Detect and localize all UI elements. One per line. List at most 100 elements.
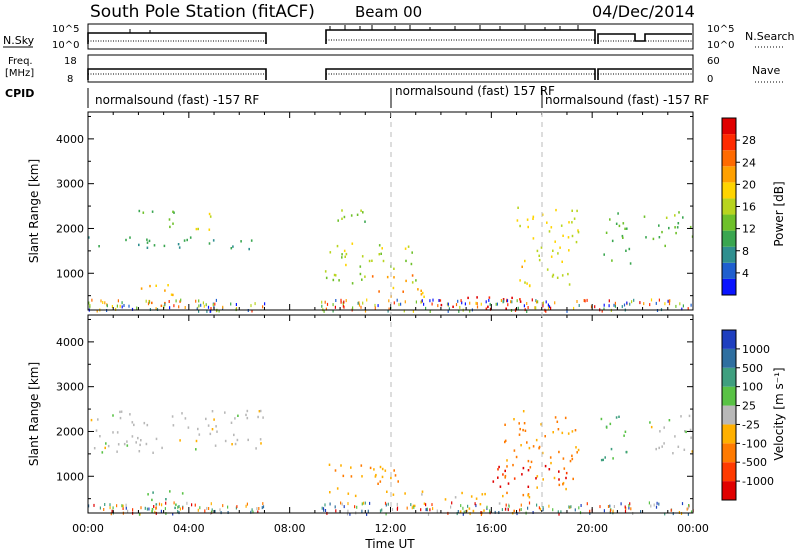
heatmap-cell [476,305,479,309]
heatmap-cell [234,442,237,446]
heatmap-cell [341,502,343,506]
heatmap-cell [583,299,585,302]
heatmap-cell [447,302,449,306]
heatmap-cell [573,217,576,220]
heatmap-cell [153,244,156,247]
heatmap-cell [689,225,692,229]
heatmap-cell [536,300,538,304]
colorbar-frame [721,329,737,501]
heatmap-cell [129,413,131,416]
y-tick-label: 1000 [56,470,84,483]
nave-bottom-tick: 0 [707,74,713,85]
heatmap-cell [573,306,575,310]
heatmap-cell [388,307,390,311]
heatmap-cell [251,309,253,313]
heatmap-cell [576,300,578,303]
heatmap-cell [224,411,226,414]
heatmap-cell [542,301,544,305]
heatmap-cell [542,304,544,308]
heatmap-cell [522,493,525,497]
heatmap-cell [341,253,343,256]
heatmap-cell [502,473,504,476]
heatmap-cell [578,506,580,510]
heatmap-cell [334,274,337,277]
heatmap-cell [492,480,495,483]
heatmap-cell [629,302,631,306]
heatmap-cell [181,492,184,495]
heatmap-cell [503,299,505,303]
heatmap-cell [197,227,199,231]
colorbar-swatch [722,230,736,247]
heatmap-cell [371,275,374,278]
heatmap-cell [326,302,329,306]
heatmap-cell [385,503,387,507]
heatmap-cell [196,307,198,311]
heatmap-cell [527,485,530,488]
heatmap-cell [337,219,339,222]
nsearch-top-tick: 10^5 [707,24,734,35]
heatmap-cell [171,415,174,418]
heatmap-cell [328,463,331,466]
heatmap-cell [557,252,559,255]
heatmap-cell [621,234,624,238]
heatmap-cell [350,466,352,469]
heatmap-cell [116,304,118,308]
heatmap-cell [88,504,90,508]
heatmap-cell [678,211,680,214]
heatmap-cell [535,299,537,303]
colorbar-swatch [722,134,736,151]
heatmap-cell [121,301,123,305]
colorbar-tick-label: 20 [742,178,756,191]
heatmap-cell [215,425,217,428]
heatmap-cell [569,459,572,463]
heatmap-cell [558,483,561,487]
heatmap-cell [323,508,325,512]
heatmap-cell [552,249,554,252]
heatmap-cell [180,298,182,302]
heatmap-cell [158,502,161,506]
heatmap-cell [507,508,509,512]
heatmap-cell [411,274,414,277]
heatmap-cell [358,301,360,305]
heatmap-cell [127,509,129,513]
heatmap-cell [562,457,565,460]
heatmap-cell [538,447,540,450]
heatmap-cell [463,510,465,514]
heatmap-cell [131,435,134,438]
heatmap-cell [175,299,177,303]
heatmap-cell [429,310,431,313]
heatmap-cell [178,305,180,309]
heatmap-cell [392,493,395,496]
heatmap-cell [116,504,118,508]
power-xticks [87,112,694,310]
heatmap-cell [343,305,345,309]
heatmap-cell [523,304,525,308]
heatmap-cell [532,217,534,220]
heatmap-cell [494,510,496,514]
heatmap-cell [415,279,417,282]
heatmap-cell [589,509,591,513]
heatmap-cell [172,222,174,225]
heatmap-cell [672,452,674,455]
heatmap-cell [168,300,170,303]
heatmap-cell [603,253,605,256]
heatmap-cell [160,509,162,513]
heatmap-cell [489,509,491,513]
cpid-segment-2: normalsound (fast) 157 RF [395,84,555,98]
heatmap-cell [258,410,261,413]
heatmap-cell [209,432,212,436]
heatmap-cell [361,509,363,513]
heatmap-cell [103,508,105,511]
heatmap-cell [362,211,364,214]
heatmap-cell [412,309,414,313]
heatmap-cell [410,503,412,507]
heatmap-cell [368,259,371,263]
heatmap-cell [643,215,646,218]
heatmap-cell [548,504,550,508]
heatmap-cell [681,307,683,311]
heatmap-cell [613,505,615,508]
heatmap-cell [519,300,522,303]
heatmap-cell [590,305,593,309]
heatmap-cell [195,439,198,443]
heatmap-cell [504,507,507,511]
